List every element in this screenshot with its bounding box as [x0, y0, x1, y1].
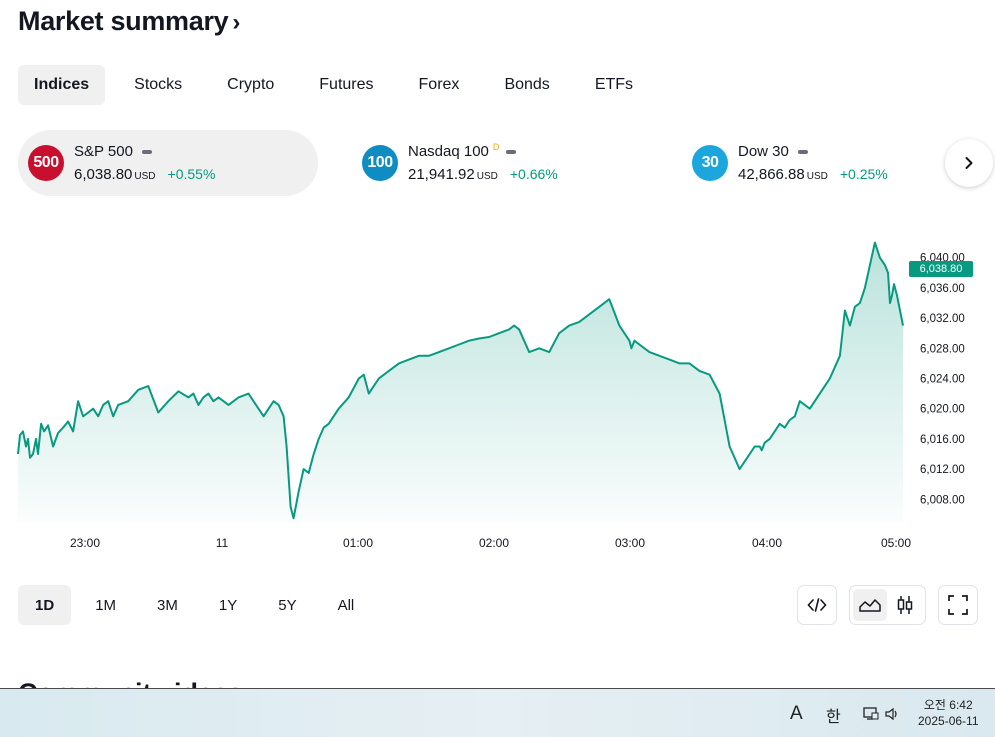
page-title-text[interactable]: Market summary	[18, 6, 229, 36]
price-area-fill	[18, 242, 903, 522]
area-chart-icon	[859, 599, 881, 612]
x-axis-tick-label: 23:00	[70, 536, 100, 550]
fullscreen-button[interactable]	[938, 585, 978, 625]
tray-icons	[862, 705, 902, 728]
tab-crypto[interactable]: Crypto	[227, 76, 275, 93]
page-title[interactable]: Market summary ›	[18, 6, 240, 37]
range-all[interactable]: All	[337, 596, 355, 614]
code-icon	[807, 598, 827, 612]
category-tabs: Indices Stocks Crypto Futures Forex Bond…	[18, 65, 662, 105]
x-axis-tick-label: 03:00	[615, 536, 645, 550]
tab-bonds[interactable]: Bonds	[504, 76, 550, 93]
index-card-dow30[interactable]: 30 Dow 30 42,866.88 USD +0.25%	[682, 130, 888, 196]
price-chart[interactable]: 6,008.00 6,012.00 6,016.00 6,020.00 6,024.00…	[0, 230, 995, 560]
currency-label: USD	[806, 171, 828, 182]
ime-language-indicator[interactable]: 한	[826, 709, 841, 726]
index-card-sp500[interactable]: 500 S&P 500 6,038.80 USD +0.55%	[18, 130, 318, 196]
clock-time: 오전 6:42	[923, 698, 973, 712]
y-axis-tick-label: 6,028.00	[920, 343, 965, 355]
system-clock[interactable]: 오전 6:42 2025-06-11	[918, 697, 979, 729]
x-axis-tick-label: 01:00	[343, 536, 373, 550]
change-percent: +0.66%	[509, 166, 558, 182]
range-1m[interactable]: 1M	[95, 596, 117, 614]
y-axis-tick-label: 6,036.00	[920, 283, 965, 295]
tab-stocks[interactable]: Stocks	[134, 76, 183, 93]
tab-etfs[interactable]: ETFs	[594, 76, 634, 93]
x-axis-tick-label: 02:00	[479, 536, 509, 550]
network-volume-icons[interactable]	[862, 705, 902, 723]
range-1y[interactable]: 1Y	[218, 596, 238, 614]
tab-forex[interactable]: Forex	[418, 76, 460, 93]
y-axis-tick-label: 6,012.00	[920, 464, 965, 476]
index-price: 6,038.80	[74, 166, 133, 183]
minus-icon	[141, 149, 152, 154]
x-axis-tick-label: 04:00	[752, 536, 782, 550]
range-5y[interactable]: 5Y	[278, 596, 297, 614]
y-axis-tick-label: 6,008.00	[920, 494, 965, 506]
chart-type-switch	[849, 585, 926, 625]
index-price: 21,941.92	[408, 166, 475, 183]
fullscreen-icon	[948, 595, 968, 615]
nasdaq100-badge: 100	[362, 145, 398, 181]
minus-icon	[506, 149, 517, 154]
range-selector: 1D 1M 3M 1Y 5Y All	[18, 585, 378, 625]
index-name: Dow 30	[738, 143, 789, 160]
range-1d[interactable]: 1D	[18, 585, 72, 625]
ime-mode-indicator[interactable]: A	[790, 703, 803, 724]
index-name: S&P 500	[74, 143, 133, 160]
index-name: Nasdaq 100	[408, 143, 489, 160]
delayed-mark: D	[492, 141, 500, 152]
currency-label: USD	[476, 171, 498, 182]
range-3m[interactable]: 3M	[157, 596, 178, 614]
index-cards: 500 S&P 500 6,038.80 USD +0.55% 100 Nasdaq…	[18, 130, 995, 196]
x-axis-tick-label: 05:00	[881, 536, 911, 550]
taskbar: A 한 오전 6:42 2025-06-11	[0, 688, 995, 737]
sp500-badge: 500	[28, 145, 64, 181]
y-axis-tick-label: 6,024.00	[920, 374, 965, 386]
change-percent: +0.55%	[167, 166, 216, 182]
y-axis-tick-label: 6,016.00	[920, 434, 965, 446]
index-card-nasdaq100[interactable]: 100 Nasdaq 100 D 21,941.92 USD +0.66%	[352, 130, 558, 196]
area-chart-button[interactable]	[853, 589, 887, 621]
currency-label: USD	[134, 171, 156, 182]
change-percent: +0.25%	[839, 166, 888, 182]
embed-button[interactable]	[797, 585, 837, 625]
tab-indices[interactable]: Indices	[18, 65, 106, 105]
dow30-badge: 30	[692, 145, 728, 181]
last-price-tag: 6,038.80	[909, 261, 973, 277]
clock-date: 2025-06-11	[918, 714, 979, 728]
x-axis-tick-label: 11	[216, 536, 229, 550]
y-axis-tick-label: 6,032.00	[920, 313, 965, 325]
chevron-right-icon	[965, 157, 973, 169]
price-line	[17, 241, 904, 520]
candle-chart-button[interactable]	[888, 589, 922, 621]
y-axis-tick-label: 6,020.00	[920, 404, 965, 416]
minus-icon	[797, 149, 808, 154]
candlestick-icon	[897, 596, 913, 614]
chevron-right-icon[interactable]: ›	[232, 8, 241, 36]
index-price: 42,866.88	[738, 166, 805, 183]
tab-futures[interactable]: Futures	[319, 76, 374, 93]
cards-next-button[interactable]	[945, 139, 993, 187]
